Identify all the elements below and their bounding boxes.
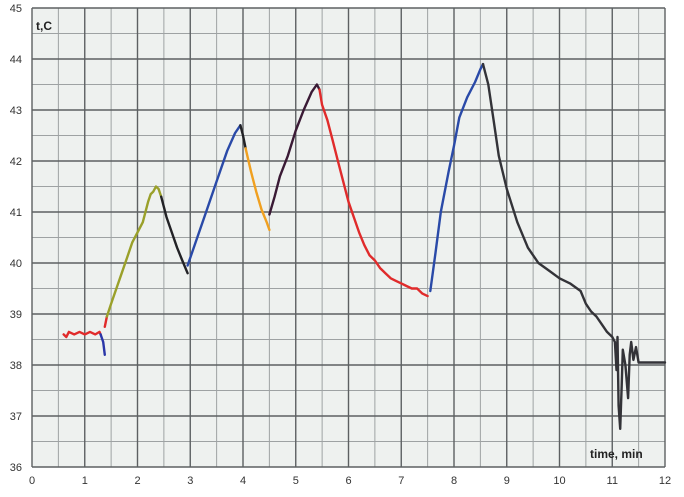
- y-tick-label: 40: [10, 258, 22, 270]
- series-segment-8: [244, 147, 271, 232]
- y-tick-label: 36: [10, 462, 22, 474]
- series-segment-9: [268, 83, 321, 216]
- series-segment-12: [481, 62, 667, 430]
- x-tick-label: 12: [659, 475, 671, 487]
- x-tick-label: 2: [134, 475, 140, 487]
- x-tick-label: 10: [553, 475, 565, 487]
- x-tick-label: 8: [451, 475, 457, 487]
- series-segment-5: [160, 195, 189, 275]
- x-tick-label: 1: [82, 475, 88, 487]
- x-tick-label: 5: [293, 475, 299, 487]
- y-tick-label: 43: [10, 105, 22, 117]
- series-layer: [62, 62, 667, 430]
- x-axis-label: time, min: [590, 447, 643, 461]
- series-segment-1: [62, 330, 102, 339]
- y-tick-label: 38: [10, 360, 22, 372]
- x-tick-labels: 0 1 2 3 4 5 6 7 8 9 10 11 12: [29, 475, 671, 487]
- series-segment-6: [186, 124, 242, 267]
- y-tick-label: 44: [10, 54, 22, 66]
- x-tick-label: 6: [345, 475, 351, 487]
- x-tick-label: 7: [398, 475, 404, 487]
- y-tick-label: 45: [10, 3, 22, 15]
- x-tick-label: 4: [240, 475, 246, 487]
- series-segment-3: [103, 315, 109, 328]
- series-segment-7: [239, 124, 247, 150]
- y-tick-label: 41: [10, 207, 22, 219]
- y-tick-label: 37: [10, 411, 22, 423]
- major-grid: [31, 7, 666, 468]
- y-tick-label: 39: [10, 309, 22, 321]
- x-tick-label: 3: [187, 475, 193, 487]
- series-segment-4: [105, 185, 163, 318]
- series-segment-2: [99, 333, 106, 356]
- y-axis-label: t,C: [36, 19, 52, 33]
- x-tick-label: 11: [607, 475, 618, 487]
- x-tick-label: 0: [29, 475, 35, 487]
- y-tick-label: 42: [10, 156, 22, 168]
- series-segment-10: [318, 88, 429, 298]
- y-tick-labels: 36 37 38 39 40 41 42 43 44 45: [10, 3, 22, 474]
- x-tick-label: 9: [504, 475, 510, 487]
- series-segment-11: [429, 62, 485, 293]
